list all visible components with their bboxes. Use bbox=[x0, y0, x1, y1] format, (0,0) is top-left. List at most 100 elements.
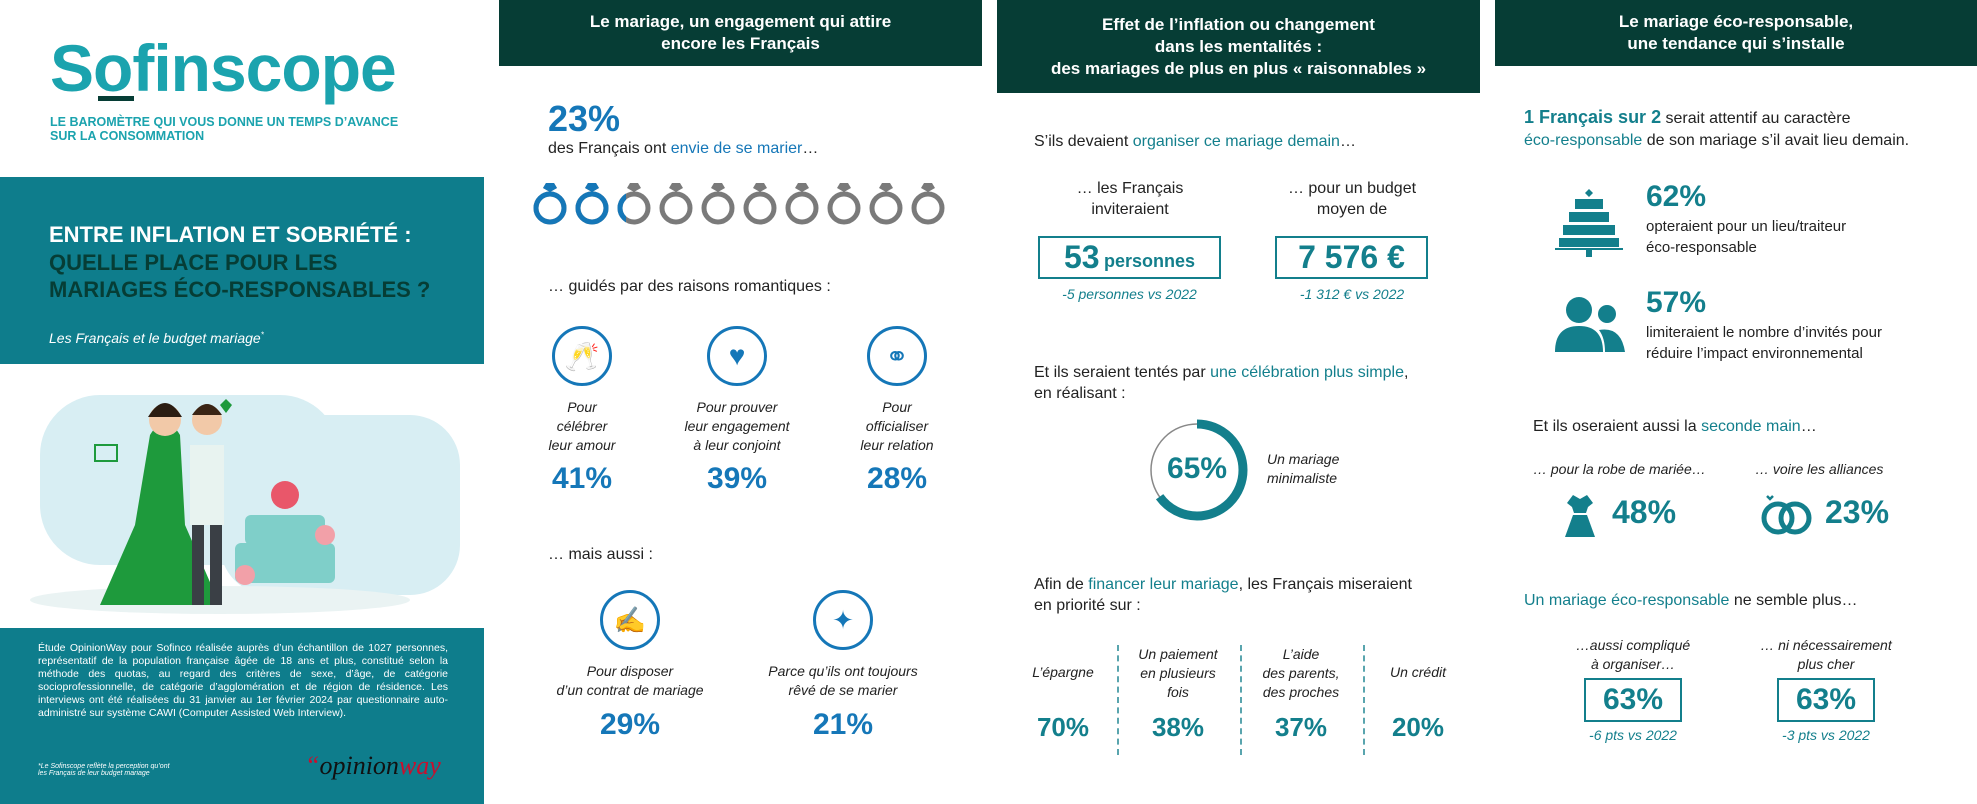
reason-label: Pour prouver leur engagement à leur conj… bbox=[684, 399, 790, 453]
highlight: Un mariage éco-responsable bbox=[1524, 592, 1730, 609]
text: , en réalisant : bbox=[1034, 364, 1409, 402]
text: … bbox=[1339, 133, 1356, 150]
rings-value: 23% bbox=[1825, 494, 1890, 530]
section-header-engagement: Le mariage, un engagement qui attire enc… bbox=[499, 0, 982, 66]
logo-part-b: way bbox=[398, 751, 441, 780]
text: de son mariage s’il avait lieu demain. bbox=[1642, 132, 1910, 149]
ring-icon bbox=[911, 183, 945, 225]
stat-57-text: limiteraient le nombre d’invités pour ré… bbox=[1646, 324, 1882, 362]
simple-intro: Et ils seraient tentés par une célébrati… bbox=[1034, 362, 1408, 404]
dress-value: 48% bbox=[1612, 494, 1677, 530]
eco-lead: 1 Français sur 2 serait attentif au cara… bbox=[1524, 106, 1974, 152]
highlight: organiser ce mariage demain bbox=[1132, 133, 1340, 150]
also-label: Parce qu’ils ont toujours rêvé de se mar… bbox=[768, 663, 918, 698]
ring-icon bbox=[785, 183, 819, 225]
footnote: *Le Sofinscope reflète la perception qu’… bbox=[38, 763, 170, 777]
people-icon bbox=[1555, 297, 1625, 352]
finance-label: Un crédit bbox=[1389, 664, 1447, 680]
guests-value: 53 bbox=[1063, 239, 1100, 275]
finance-intro: Afin de financer leur mariage, les Franç… bbox=[1034, 574, 1412, 616]
sofinscope-logo: Sofinscope bbox=[50, 31, 397, 105]
eco-delta: -6 pts vs 2022 bbox=[1589, 727, 1677, 743]
text: serait attentif au caractère bbox=[1661, 110, 1851, 127]
finance-value: 70% bbox=[1036, 712, 1090, 742]
reason-label: Pour célébrer leur amour bbox=[548, 399, 616, 453]
eco-label: … ni nécessairement plus cher bbox=[1760, 637, 1892, 672]
ring-icon bbox=[827, 183, 861, 225]
stat-57: 57% bbox=[1646, 286, 1707, 319]
guests-box: 53 personnes bbox=[1038, 236, 1221, 279]
budget-label: … pour un budget moyen de bbox=[1287, 180, 1417, 218]
finance-value: 38% bbox=[1151, 712, 1205, 742]
subtitle: Les Français et le budget mariage* bbox=[49, 330, 264, 346]
second-hand-intro: Et ils oseraient aussi la seconde main… bbox=[1533, 418, 1817, 436]
finance-value: 37% bbox=[1274, 712, 1328, 742]
highlight: éco-responsable bbox=[1524, 132, 1643, 149]
ring-icon bbox=[869, 183, 903, 225]
text: des Français ont bbox=[548, 140, 671, 157]
stat-23-text: des Français ont envie de se marier… bbox=[548, 140, 818, 158]
divider bbox=[1363, 645, 1365, 755]
text: ne semble plus… bbox=[1729, 592, 1858, 609]
wedding-cake-icon bbox=[1555, 189, 1623, 257]
subtitle-text: Les Français et le budget mariage bbox=[49, 330, 261, 346]
budget-box: 7 576 € bbox=[1275, 236, 1428, 279]
wedding-dress-icon bbox=[1565, 495, 1595, 537]
also-value: 21% bbox=[812, 708, 874, 741]
also-value: 29% bbox=[599, 708, 661, 741]
also-label: Pour disposer d’un contrat de mariage bbox=[556, 663, 704, 698]
donut-arc bbox=[1146, 419, 1248, 521]
subtitle-mark: * bbox=[260, 330, 264, 340]
ring-icon bbox=[743, 183, 777, 225]
text: , les Français miseraient en priorité su… bbox=[1034, 576, 1412, 614]
highlight: financer leur mariage bbox=[1088, 576, 1239, 593]
eco-delta: -3 pts vs 2022 bbox=[1782, 727, 1870, 743]
stat-23: 23% bbox=[548, 98, 621, 139]
finance-label: L’épargne bbox=[1032, 664, 1094, 680]
divider bbox=[1240, 645, 1242, 755]
lead-bold: 1 Français sur 2 bbox=[1524, 107, 1662, 127]
title-panel: ENTRE INFLATION ET SOBRIÉTÉ : QUELLE PLA… bbox=[0, 177, 484, 364]
title-line2: QUELLE PLACE POUR LES MARIAGES ÉCO-RESPO… bbox=[49, 250, 431, 302]
opinionway-logo: “opinionway bbox=[305, 751, 441, 780]
text: Et ils seraient tentés par bbox=[1034, 364, 1211, 381]
tagline: LE BAROMÈTRE QUI VOUS DONNE UN TEMPS D’A… bbox=[50, 115, 399, 143]
reason-value: 28% bbox=[866, 462, 928, 495]
wedding-couple-icon: ⚭ bbox=[867, 326, 927, 386]
highlight: seconde main bbox=[1701, 418, 1801, 435]
highlight: envie de se marier bbox=[670, 140, 803, 157]
logo-underline bbox=[98, 96, 134, 101]
organise-intro: S’ils devaient organiser ce mariage dema… bbox=[1034, 133, 1356, 151]
wedding-rings-icon bbox=[1761, 495, 1812, 535]
methodology-text: Étude OpinionWay pour Sofinco réalisée a… bbox=[38, 642, 448, 719]
minimalist-donut bbox=[1146, 419, 1248, 521]
stat-62-text: opteraient pour un lieu/traiteur éco-res… bbox=[1646, 218, 1847, 256]
contract-signature-icon: ✍ bbox=[600, 590, 660, 650]
guests-unit: personnes bbox=[1104, 251, 1196, 271]
donut-value: 65% bbox=[1166, 452, 1228, 485]
text: Et ils oseraient aussi la bbox=[1533, 418, 1702, 435]
section-header-inflation: Effet de l’inflation ou changement dans … bbox=[997, 0, 1480, 93]
eco-intro: Un mariage éco-responsable ne semble plu… bbox=[1524, 592, 1858, 610]
ring-icon bbox=[617, 183, 651, 225]
romantic-intro: … guidés par des raisons romantiques : bbox=[548, 278, 831, 295]
budget-delta: -1 312 € vs 2022 bbox=[1299, 286, 1405, 302]
finance-label: L’aide des parents, des proches bbox=[1262, 646, 1340, 700]
finance-value: 20% bbox=[1391, 712, 1445, 742]
reason-value: 39% bbox=[706, 462, 768, 495]
heart-icon: ♥ bbox=[707, 326, 767, 386]
guests-delta: -5 personnes vs 2022 bbox=[1062, 286, 1197, 302]
wedding-illustration bbox=[30, 395, 460, 614]
donut-label: Un mariage minimaliste bbox=[1267, 451, 1340, 486]
ring-icon bbox=[659, 183, 693, 225]
divider bbox=[1117, 645, 1119, 755]
also-intro: … mais aussi : bbox=[548, 546, 653, 563]
eco-value-box: 63% bbox=[1584, 678, 1682, 722]
title-line1: ENTRE INFLATION ET SOBRIÉTÉ : bbox=[49, 222, 412, 247]
text: … bbox=[802, 140, 819, 157]
finance-label: Un paiement en plusieurs fois bbox=[1138, 646, 1218, 700]
ring-icon bbox=[575, 183, 609, 225]
section-header-eco: Le mariage éco-responsable, une tendance… bbox=[1495, 0, 1977, 66]
logo-part-a: opinion bbox=[319, 751, 399, 780]
methodology-panel: Étude OpinionWay pour Sofinco réalisée a… bbox=[0, 628, 484, 804]
